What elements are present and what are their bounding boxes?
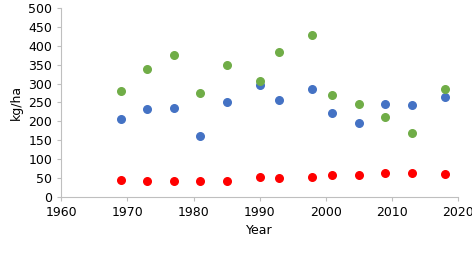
Point [143,179,151,184]
Point [256,175,263,179]
Point [170,179,177,183]
Point [223,63,230,68]
Point [143,107,151,111]
Point [276,98,283,103]
Point [223,179,230,183]
Point [256,78,263,83]
Point [309,175,316,179]
Point [170,106,177,110]
Point [329,93,336,97]
Point [309,32,316,37]
Point [143,67,151,72]
Point [223,100,230,105]
Point [309,87,316,91]
X-axis label: Year: Year [246,224,273,237]
Point [170,53,177,57]
Point [408,102,415,107]
Point [381,171,389,175]
Point [355,101,362,106]
Point [441,95,448,100]
Point [276,176,283,180]
Point [117,117,125,121]
Point [117,89,125,93]
Point [329,173,336,177]
Point [196,91,204,95]
Point [381,101,389,106]
Point [355,121,362,125]
Point [381,114,389,119]
Point [196,133,204,138]
Point [408,130,415,135]
Point [441,172,448,176]
Point [355,173,362,177]
Point [117,177,125,182]
Y-axis label: kg/ha: kg/ha [10,85,23,120]
Point [441,87,448,91]
Point [408,171,415,175]
Point [256,83,263,88]
Point [329,111,336,115]
Point [196,179,204,183]
Point [276,49,283,54]
